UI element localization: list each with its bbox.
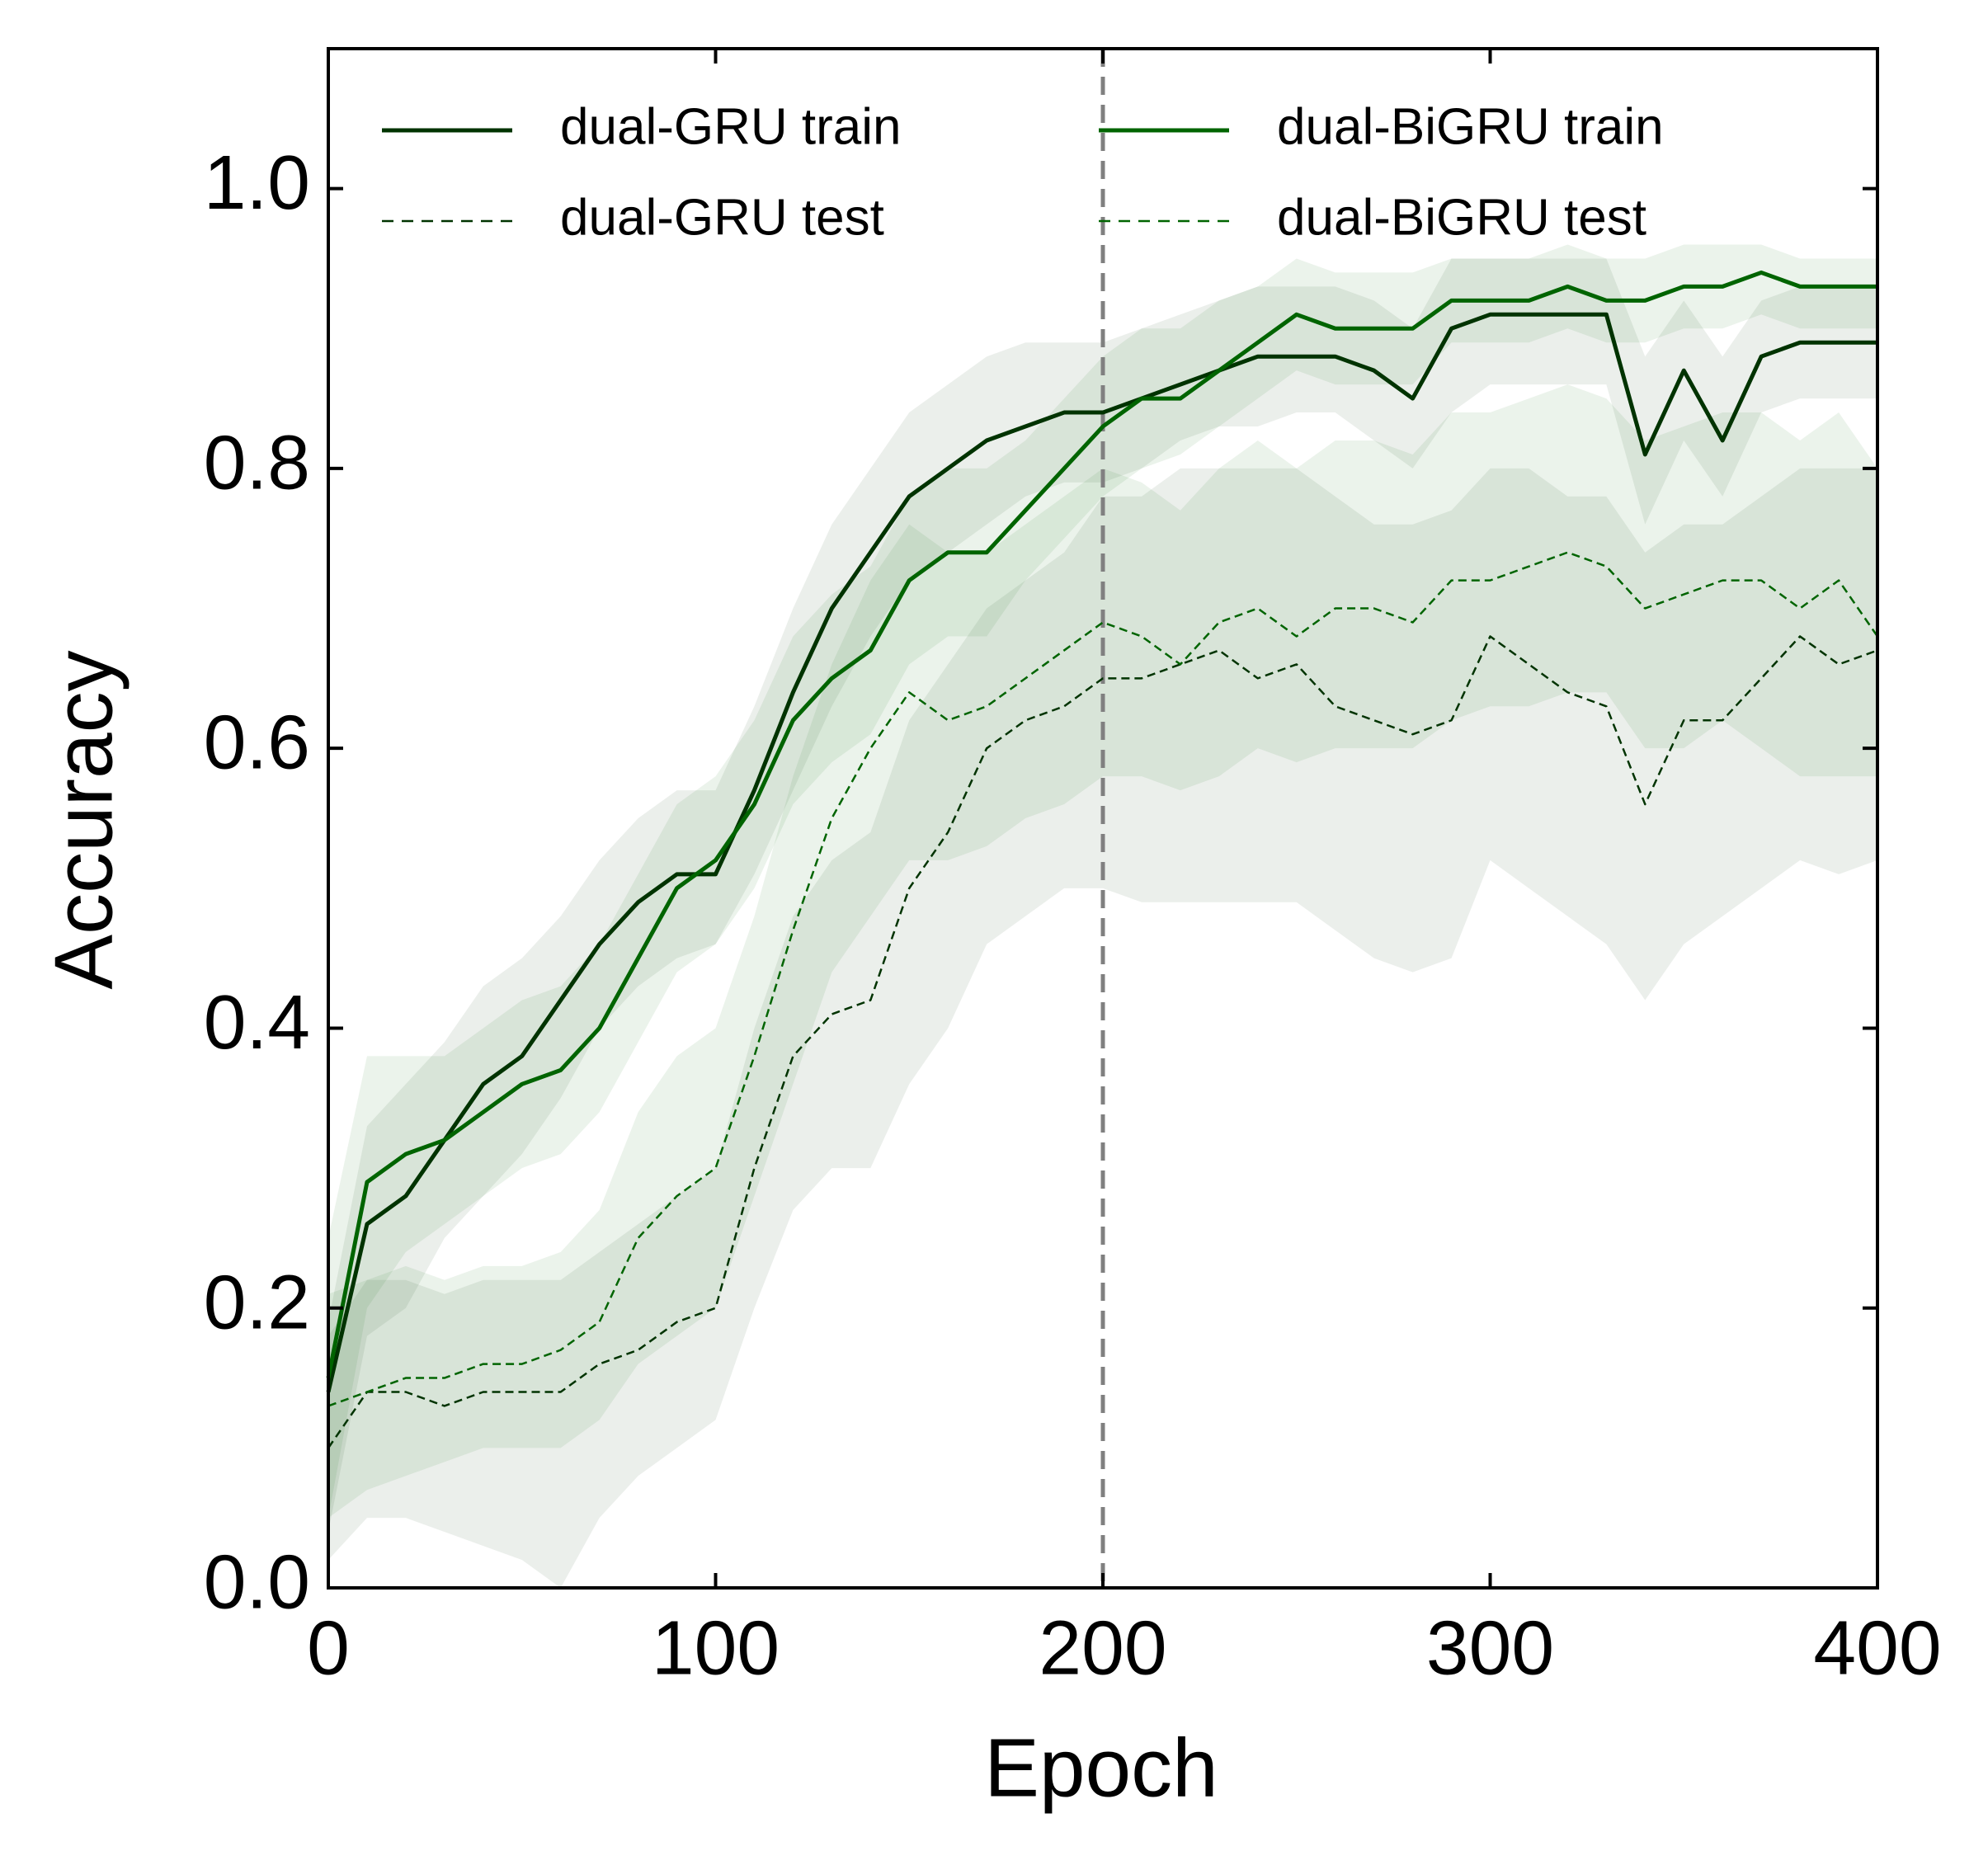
y-tick-label: 0.4	[204, 979, 310, 1065]
x-tick-label: 300	[1426, 1605, 1554, 1691]
series-line	[326, 270, 1877, 1379]
legend-label: dual-GRU train	[560, 98, 901, 155]
error-band	[328, 258, 1877, 1533]
x-tick-label: 0	[307, 1605, 350, 1691]
series-line	[326, 312, 1877, 1393]
y-tick-label: 0.0	[204, 1539, 310, 1625]
legend-label: dual-GRU test	[560, 189, 884, 246]
x-tick-label: 100	[652, 1605, 780, 1691]
error-band	[328, 244, 1877, 1519]
y-tick-label: 0.8	[204, 419, 310, 505]
y-tick-label: 0.2	[204, 1259, 310, 1345]
x-tick-label: 400	[1813, 1605, 1941, 1691]
x-tick-label: 200	[1039, 1605, 1166, 1691]
series-line	[327, 635, 1878, 1449]
legend-label: dual-BiGRU test	[1277, 189, 1646, 246]
y-tick-label: 0.6	[204, 699, 310, 785]
x-axis-label: Epoch	[984, 1721, 1218, 1814]
error-band	[328, 468, 1877, 1588]
error-band	[328, 384, 1877, 1519]
y-axis-label: Accuracy	[37, 650, 130, 989]
series-line	[327, 551, 1879, 1407]
legend-label: dual-BiGRU train	[1277, 98, 1664, 155]
y-tick-label: 1.0	[204, 139, 310, 225]
